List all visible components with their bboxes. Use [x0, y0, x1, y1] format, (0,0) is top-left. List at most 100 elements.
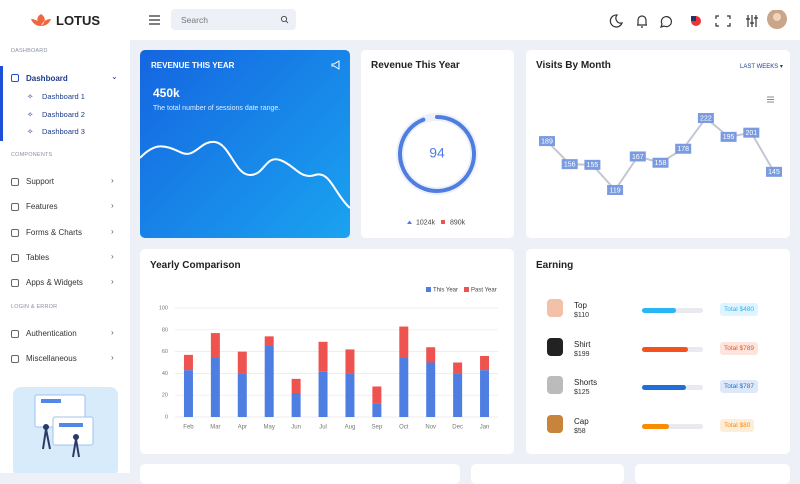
nav-sub-item[interactable]: Dashboard 3: [42, 127, 85, 136]
notifications[interactable]: [637, 15, 647, 28]
chart-menu[interactable]: [767, 96, 774, 103]
nav-item[interactable]: Features: [26, 202, 58, 212]
chevron: ⌄: [111, 72, 118, 81]
legend-label: Past Year: [471, 288, 497, 294]
menu-icon: [11, 203, 19, 212]
y-tick-label: 0: [165, 414, 168, 420]
x-tick-label: Jan: [480, 425, 490, 431]
bar: [426, 347, 436, 363]
active-indicator: [0, 66, 3, 141]
x-tick-label: Apr: [238, 425, 247, 431]
card-title: Revenue This Year: [371, 60, 460, 71]
product-price: $199: [574, 350, 590, 358]
filter-dropdown[interactable]: LAST WEEKS ▾: [740, 64, 783, 70]
search-icon: [280, 15, 289, 24]
card: [471, 464, 624, 484]
x-tick-label: Jul: [319, 425, 327, 431]
donut-value: 94: [429, 145, 445, 161]
menu-icon: [11, 228, 19, 237]
data-label-box: [743, 127, 760, 138]
avatar[interactable]: [767, 10, 787, 29]
fullscreen[interactable]: [715, 15, 731, 27]
bar: [183, 370, 193, 417]
product-price: $58: [574, 427, 586, 435]
legend-label: This Year: [433, 288, 458, 294]
bar: [399, 357, 409, 417]
product-name: Shorts: [574, 378, 598, 387]
chevron: ›: [111, 353, 114, 362]
product-image: [547, 337, 563, 356]
x-tick-label: Oct: [399, 425, 409, 431]
card: [140, 464, 460, 484]
progress-bar: [642, 385, 686, 390]
data-label: 201: [745, 130, 757, 137]
product-name: Cap: [574, 416, 589, 426]
data-label: 155: [587, 162, 599, 169]
data-label: 119: [610, 187, 621, 194]
data-label: 167: [632, 154, 644, 161]
data-label: 178: [677, 146, 689, 153]
dashboard-icon: [11, 74, 19, 82]
language-flag[interactable]: [691, 16, 701, 26]
nav-item[interactable]: Miscellaneous: [26, 354, 77, 363]
legend-swatch: [464, 287, 469, 292]
card-title: REVENUE THIS YEAR: [151, 61, 235, 70]
menu-icon: [11, 178, 19, 186]
nav-item[interactable]: Authentication: [26, 329, 77, 338]
menu-toggle[interactable]: [149, 15, 161, 25]
nav-item[interactable]: Support: [26, 177, 55, 186]
progress-bar: [642, 308, 676, 313]
wave-decoration: [140, 140, 350, 209]
theme-toggle[interactable]: [609, 14, 623, 28]
product-image: [547, 414, 563, 433]
total-badge: Total $789: [720, 341, 758, 355]
settings[interactable]: [746, 15, 758, 27]
chevron: ›: [111, 328, 114, 337]
bar: [318, 341, 328, 372]
nav-sub-item[interactable]: Dashboard 2: [42, 109, 85, 119]
megaphone-icon: [331, 60, 340, 70]
chevron: ›: [111, 251, 114, 261]
sub-bullet: ✧: [27, 92, 34, 101]
card-title: Visits By Month: [536, 60, 611, 71]
sub-bullet: ✧: [27, 127, 34, 136]
sidebar-section: LOGIN & ERROR: [11, 304, 58, 310]
progress-track: [642, 423, 703, 429]
nav-item[interactable]: Forms & Charts: [26, 227, 83, 237]
x-tick-label: Aug: [345, 425, 356, 431]
bar: [426, 362, 436, 417]
donut-arc: [398, 115, 476, 193]
x-tick-label: Jun: [291, 425, 301, 431]
product-image: [547, 376, 563, 394]
filter-label: LAST WEEKS: [740, 64, 779, 70]
search-box[interactable]: [171, 9, 296, 30]
bar: [480, 355, 490, 371]
x-tick-label: Feb: [183, 425, 194, 431]
sidebar-illustration: [13, 387, 118, 473]
donut-chart: 94 1024k 890k: [396, 113, 478, 226]
bar: [453, 362, 463, 374]
messages[interactable]: [660, 16, 672, 28]
data-label: 222: [700, 115, 712, 122]
bar: [291, 393, 301, 417]
chevron: ›: [111, 277, 114, 287]
y-tick-label: 60: [162, 349, 168, 355]
data-label: 189: [541, 138, 553, 145]
bar: [264, 345, 274, 417]
logo-icon: [31, 14, 51, 26]
nav-item[interactable]: Tables: [26, 252, 50, 262]
data-label-box: [607, 185, 624, 195]
y-tick-label: 80: [162, 327, 168, 333]
bar: [264, 336, 274, 346]
donut-card: [361, 50, 514, 238]
nav-item[interactable]: Dashboard: [26, 74, 68, 83]
nav-sub-item[interactable]: Dashboard 1: [42, 92, 85, 101]
card-title: Yearly Comparison: [150, 260, 241, 271]
chevron: ›: [111, 176, 114, 185]
nav-item[interactable]: Apps & Widgets: [26, 278, 83, 288]
menu-icon: [11, 355, 19, 363]
logo-text: LOTUS: [56, 13, 101, 28]
total-badge: Total $80: [720, 418, 755, 432]
product-name: Shirt: [574, 339, 591, 349]
